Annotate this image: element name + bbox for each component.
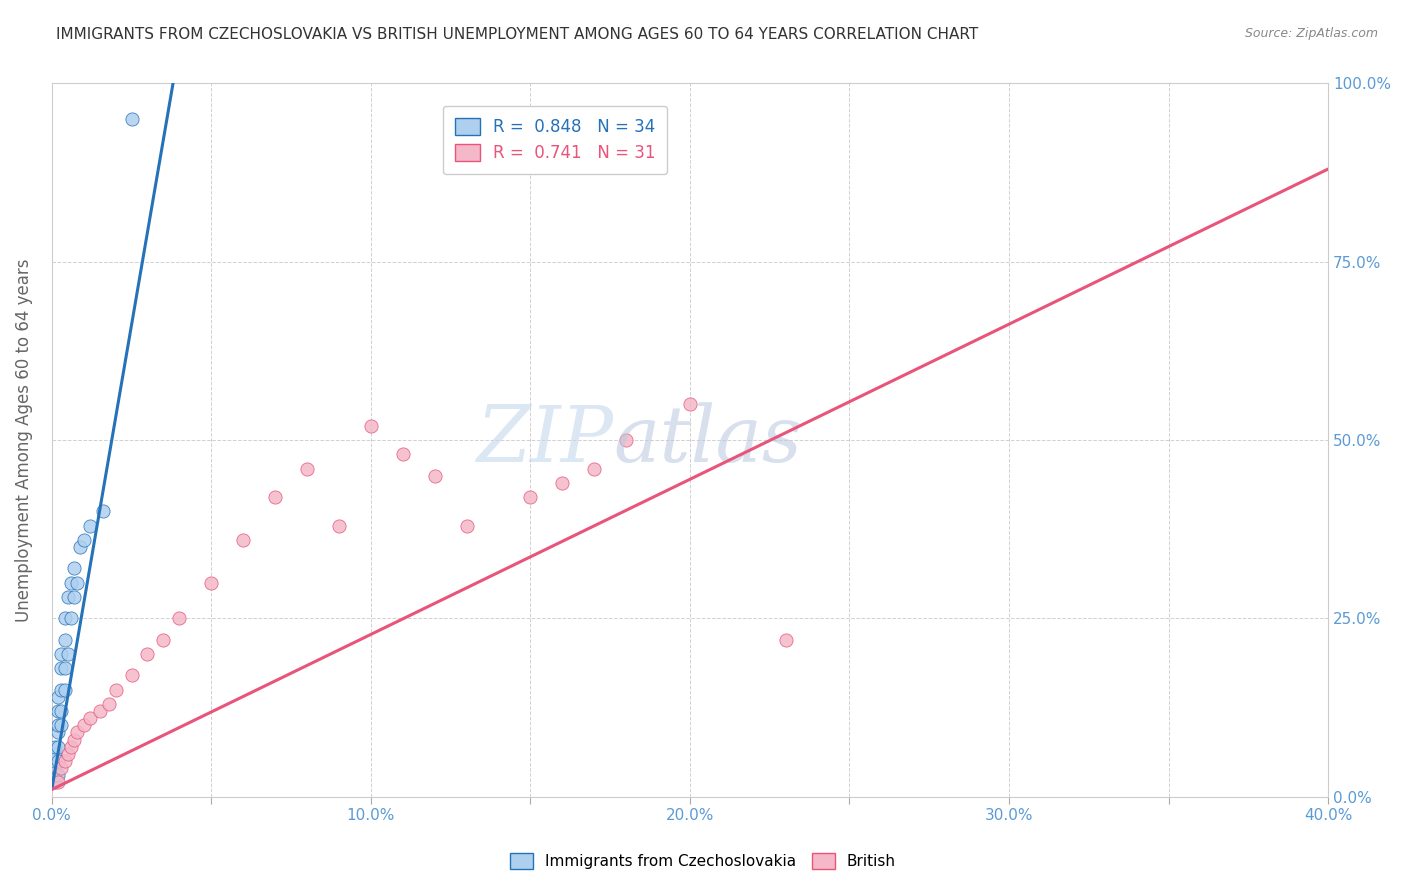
Point	[73, 533, 96, 547]
Point	[73, 718, 96, 732]
Point	[66, 725, 89, 739]
Text: atlas: atlas	[613, 402, 801, 478]
Point	[44, 754, 66, 768]
Point	[456, 518, 478, 533]
Point	[56, 747, 79, 761]
Point	[91, 504, 114, 518]
Point	[46, 690, 69, 704]
Point	[46, 775, 69, 789]
Y-axis label: Unemployment Among Ages 60 to 64 years: Unemployment Among Ages 60 to 64 years	[15, 259, 32, 622]
Point	[679, 397, 702, 411]
Point	[63, 732, 86, 747]
Point	[51, 647, 73, 661]
Point	[200, 575, 222, 590]
Point	[360, 418, 382, 433]
Point	[423, 468, 446, 483]
Point	[152, 632, 174, 647]
Legend: Immigrants from Czechoslovakia, British: Immigrants from Czechoslovakia, British	[503, 847, 903, 875]
Point	[53, 611, 76, 625]
Point	[53, 754, 76, 768]
Point	[63, 590, 86, 604]
Point	[46, 718, 69, 732]
Point	[169, 611, 191, 625]
Point	[53, 661, 76, 675]
Point	[44, 739, 66, 754]
Point	[51, 704, 73, 718]
Point	[51, 718, 73, 732]
Point	[614, 433, 637, 447]
Legend: R =  0.848   N = 34, R =  0.741   N = 31: R = 0.848 N = 34, R = 0.741 N = 31	[443, 106, 668, 174]
Point	[44, 747, 66, 761]
Text: ZIP: ZIP	[477, 402, 613, 478]
Point	[46, 754, 69, 768]
Text: Source: ZipAtlas.com: Source: ZipAtlas.com	[1244, 27, 1378, 40]
Point	[46, 739, 69, 754]
Point	[264, 490, 287, 504]
Point	[59, 575, 82, 590]
Point	[232, 533, 254, 547]
Point	[44, 775, 66, 789]
Point	[51, 661, 73, 675]
Point	[46, 768, 69, 782]
Point	[121, 112, 143, 127]
Point	[295, 461, 318, 475]
Point	[56, 590, 79, 604]
Point	[56, 647, 79, 661]
Point	[59, 739, 82, 754]
Point	[51, 682, 73, 697]
Point	[44, 768, 66, 782]
Text: IMMIGRANTS FROM CZECHOSLOVAKIA VS BRITISH UNEMPLOYMENT AMONG AGES 60 TO 64 YEARS: IMMIGRANTS FROM CZECHOSLOVAKIA VS BRITIS…	[56, 27, 979, 42]
Point	[46, 704, 69, 718]
Point	[59, 611, 82, 625]
Point	[583, 461, 606, 475]
Point	[104, 682, 127, 697]
Point	[53, 632, 76, 647]
Point	[79, 518, 101, 533]
Point	[551, 475, 574, 490]
Point	[44, 761, 66, 775]
Point	[79, 711, 101, 725]
Point	[519, 490, 541, 504]
Point	[775, 632, 797, 647]
Point	[51, 761, 73, 775]
Point	[46, 725, 69, 739]
Point	[53, 682, 76, 697]
Point	[89, 704, 111, 718]
Point	[69, 540, 91, 554]
Point	[136, 647, 159, 661]
Point	[63, 561, 86, 575]
Point	[66, 575, 89, 590]
Point	[328, 518, 350, 533]
Point	[121, 668, 143, 682]
Point	[98, 697, 121, 711]
Point	[391, 447, 413, 461]
